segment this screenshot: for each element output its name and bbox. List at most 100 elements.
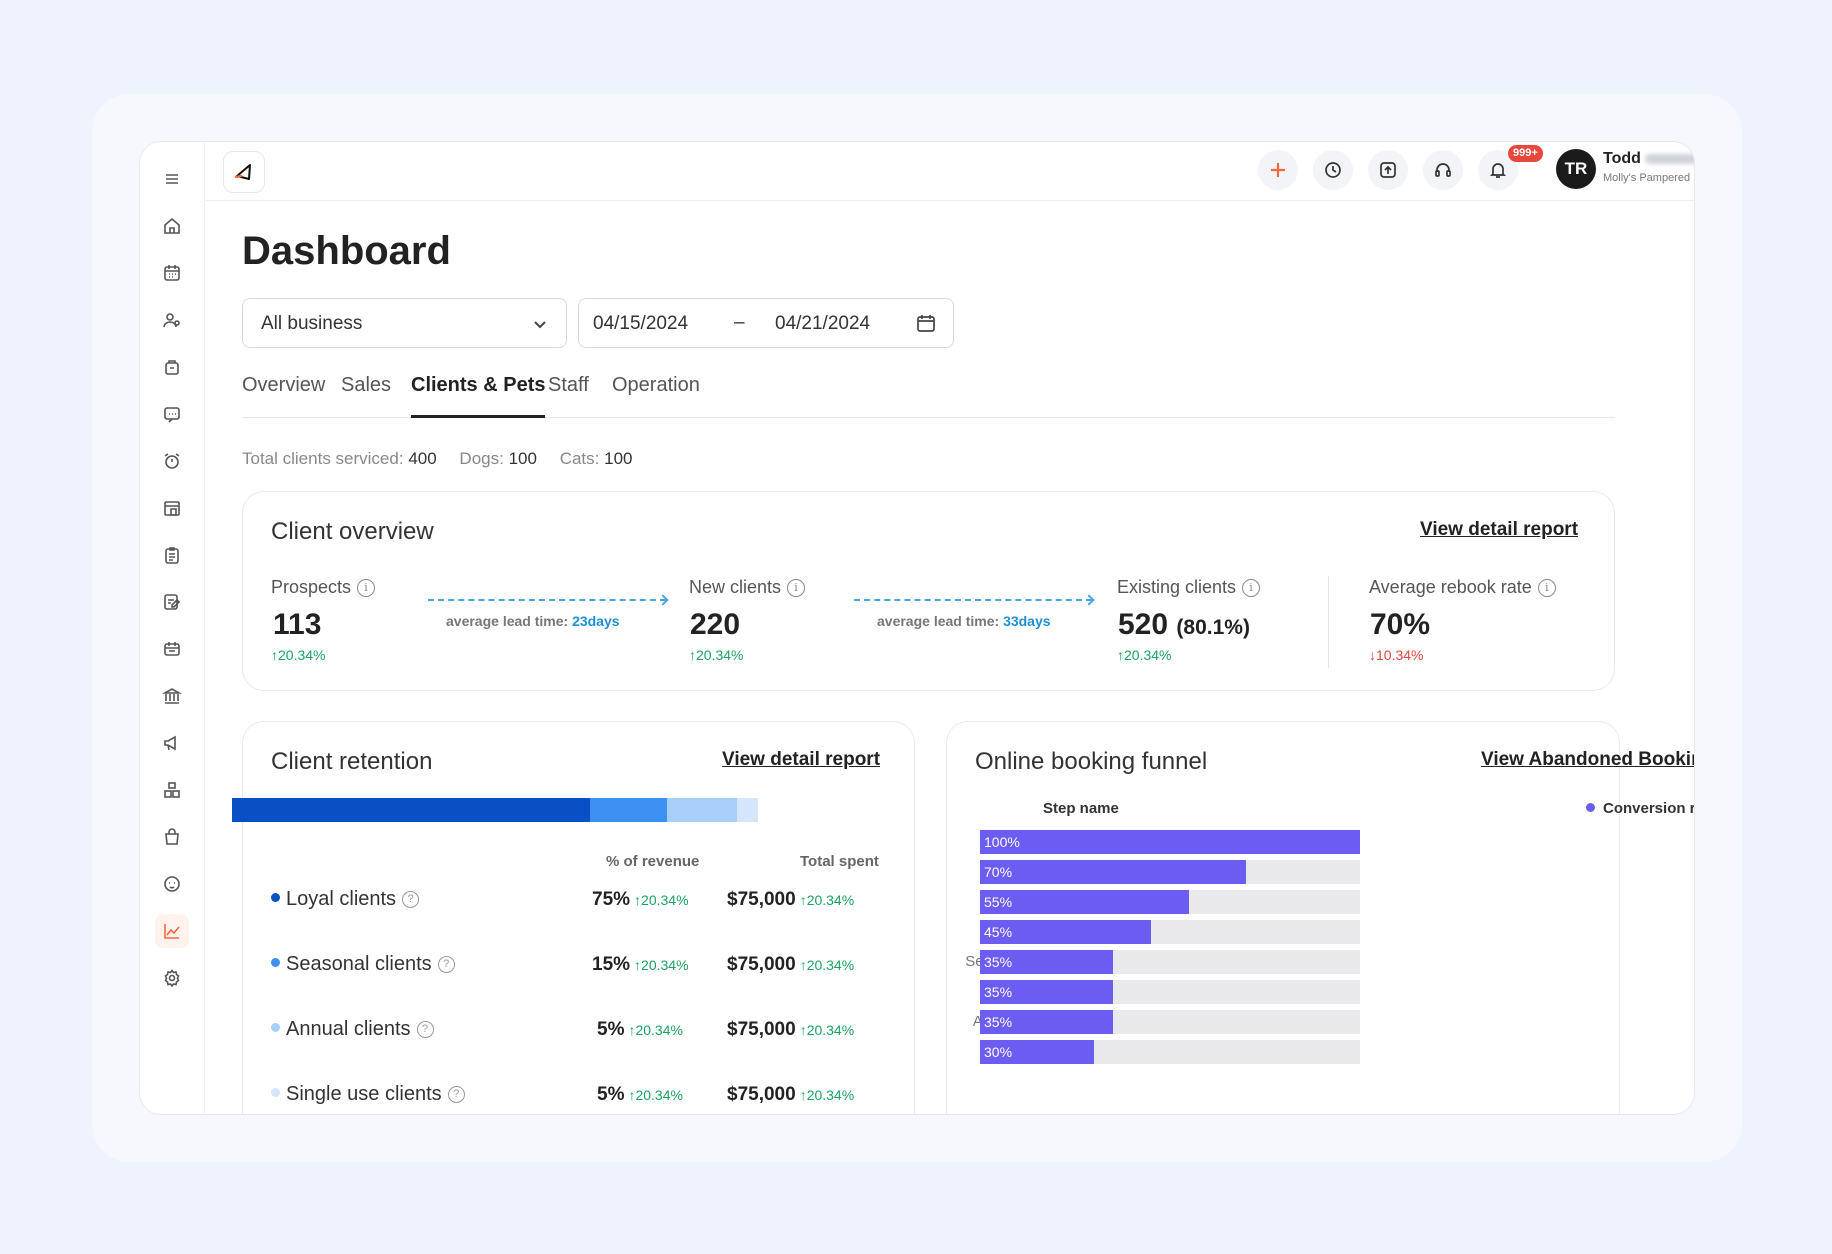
client-retention-card <box>242 721 915 1114</box>
funnel-track: 35% <box>980 950 1360 974</box>
settings-gear-icon[interactable] <box>155 961 189 995</box>
funnel-bar[interactable]: 100% <box>980 830 1360 854</box>
funnel-bar[interactable]: 35% <box>980 950 1113 974</box>
top-bar: 999+ TR Todd(Owner) Molly's Pampered Paw… <box>206 142 1694 201</box>
funnel-bar[interactable]: 35% <box>980 1010 1113 1034</box>
booking-funnel-title: Online booking funnel <box>975 748 1208 775</box>
bell-icon <box>1489 163 1507 178</box>
lead-time-1-label: average lead time: <box>446 613 569 629</box>
ticket-icon[interactable] <box>155 632 189 666</box>
retention-segment-seasonal <box>590 798 667 822</box>
client-retention-detail-link[interactable]: View detail report <box>722 749 881 770</box>
funnel-track: 55% <box>980 890 1360 914</box>
prospects-delta: ↑20.34% <box>271 647 326 663</box>
help-icon[interactable]: ? <box>447 1086 465 1104</box>
redacted-last-name <box>1644 153 1694 164</box>
message-icon[interactable] <box>155 397 189 431</box>
funnel-bar[interactable]: 35% <box>980 980 1113 1004</box>
clock-button[interactable] <box>1313 150 1353 190</box>
tab-overview[interactable]: Overview <box>242 374 326 396</box>
shopping-bag-icon[interactable] <box>155 820 189 854</box>
funnel-legend: Conversion rate <box>1586 800 1694 817</box>
date-end: 04/21/2024 <box>775 313 871 334</box>
store-icon[interactable] <box>155 491 189 525</box>
pet-face-icon[interactable] <box>155 867 189 901</box>
total-clients-label: Total clients serviced: <box>242 449 404 468</box>
add-button[interactable] <box>1258 150 1298 190</box>
funnel-bar[interactable]: 30% <box>980 1040 1094 1064</box>
plus-icon <box>1271 163 1285 177</box>
info-icon[interactable]: i <box>1537 579 1556 598</box>
avatar[interactable]: TR <box>1556 149 1596 189</box>
tab-sales[interactable]: Sales <box>341 374 392 396</box>
user-name[interactable]: Todd(Owner) <box>1603 150 1694 168</box>
retention-annual-spent: $75,000 ↑20.34% <box>727 1019 855 1040</box>
abandoned-bookings-link[interactable]: View Abandoned Bookings <box>1481 749 1694 770</box>
totals-summary: Total clients serviced: 400 Dogs: 100 Ca… <box>242 449 632 469</box>
upload-button[interactable] <box>1368 150 1408 190</box>
business-select-value: All business <box>261 313 363 334</box>
alarm-icon[interactable] <box>155 444 189 478</box>
new-clients-label: New clients i <box>689 577 806 598</box>
clock-icon <box>1325 162 1341 178</box>
info-icon[interactable]: i <box>787 579 806 598</box>
boxes-icon[interactable] <box>155 773 189 807</box>
app-logo[interactable] <box>223 151 265 193</box>
funnel-track: 100% <box>980 830 1360 854</box>
info-icon[interactable]: i <box>357 579 376 598</box>
funnel-bar[interactable]: 70% <box>980 860 1246 884</box>
new-clients-delta: ↑20.34% <box>689 647 744 663</box>
existing-clients-share: (80.1%) <box>1176 616 1250 639</box>
home-icon[interactable] <box>155 209 189 243</box>
calendar-icon[interactable] <box>155 256 189 290</box>
bank-icon[interactable] <box>155 679 189 713</box>
funnel-bar[interactable]: 55% <box>980 890 1189 914</box>
retention-row-annual: Annual clients? <box>271 1018 434 1041</box>
dogs-value: 100 <box>508 449 537 468</box>
client-retention-title: Client retention <box>271 748 433 775</box>
clipboard-icon[interactable] <box>155 538 189 572</box>
lead-time-2-value: 33days <box>1003 613 1051 629</box>
column-spent-header: Total spent <box>800 853 879 870</box>
legend-dot <box>1586 802 1595 812</box>
help-icon[interactable]: ? <box>416 1021 434 1039</box>
rebook-rate-delta: ↓10.34% <box>1369 647 1424 663</box>
info-icon[interactable]: i <box>1242 579 1261 598</box>
tab-staff[interactable]: Staff <box>548 374 589 396</box>
column-revenue-header: % of revenue <box>606 853 700 870</box>
date-separator: – <box>734 312 745 333</box>
sidebar <box>140 142 205 1114</box>
tab-operation[interactable]: Operation <box>612 374 700 396</box>
tab-clients-pets[interactable]: Clients & Pets <box>411 374 546 418</box>
retention-row-single-use: Single use clients? <box>271 1083 465 1106</box>
client-overview-card <box>242 491 1615 691</box>
user-first-name: Todd <box>1603 150 1641 167</box>
insights-chart-icon[interactable] <box>155 914 189 948</box>
support-button[interactable] <box>1423 150 1463 190</box>
retention-segment-loyal <box>232 798 590 822</box>
clients-icon[interactable] <box>155 303 189 337</box>
business-select[interactable]: All business <box>242 298 567 348</box>
retention-loyal-pct: 75% ↑20.34% <box>592 889 689 910</box>
lead-time-2: average lead time: 33days <box>877 613 1051 629</box>
client-overview-detail-link[interactable]: View detail report <box>1420 519 1579 540</box>
date-range-picker[interactable]: 04/15/2024 – 04/21/2024 <box>578 298 954 348</box>
funnel-bar[interactable]: 45% <box>980 920 1151 944</box>
lead-time-1-value: 23days <box>572 613 620 629</box>
menu-icon[interactable] <box>155 162 189 196</box>
lead-time-connector <box>854 599 1092 601</box>
bag-icon[interactable] <box>155 350 189 384</box>
edit-report-icon[interactable] <box>155 585 189 619</box>
new-clients-value: 220 <box>690 608 741 641</box>
calendar-icon <box>917 315 935 332</box>
help-icon[interactable]: ? <box>402 891 420 909</box>
help-icon[interactable]: ? <box>437 956 455 974</box>
funnel-track: 30% <box>980 1040 1360 1064</box>
metric-divider <box>1328 576 1329 668</box>
cats-label: Cats: <box>559 449 600 468</box>
prospects-label: Prospects i <box>271 577 376 598</box>
megaphone-icon[interactable] <box>155 726 189 760</box>
funnel-step-header: Step name <box>1043 800 1119 817</box>
funnel-track: 35% <box>980 980 1360 1004</box>
prospects-value: 113 <box>273 608 322 641</box>
